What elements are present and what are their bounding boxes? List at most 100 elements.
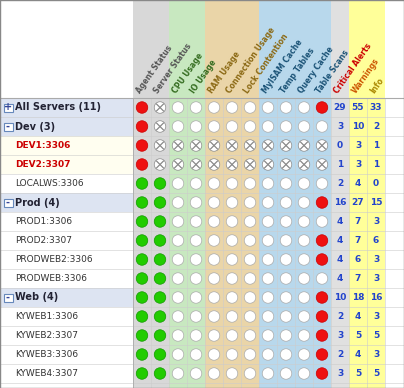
Bar bbox=[4, 293, 13, 301]
Circle shape bbox=[244, 349, 256, 360]
Text: 2: 2 bbox=[337, 179, 343, 188]
Text: 2: 2 bbox=[337, 312, 343, 321]
Circle shape bbox=[226, 216, 238, 227]
Circle shape bbox=[154, 330, 166, 341]
Circle shape bbox=[226, 330, 238, 341]
Text: 55: 55 bbox=[352, 103, 364, 112]
Circle shape bbox=[298, 292, 310, 303]
Text: 3: 3 bbox=[355, 160, 361, 169]
Circle shape bbox=[190, 216, 202, 227]
Text: 33: 33 bbox=[370, 103, 382, 112]
Bar bbox=[0, 155, 133, 174]
Circle shape bbox=[316, 254, 328, 265]
Text: 16: 16 bbox=[334, 198, 346, 207]
Circle shape bbox=[136, 140, 148, 151]
Bar bbox=[0, 136, 133, 155]
Circle shape bbox=[262, 349, 274, 360]
Text: PRODWEB2:3306: PRODWEB2:3306 bbox=[15, 255, 93, 264]
Circle shape bbox=[316, 102, 328, 113]
Circle shape bbox=[298, 140, 310, 151]
Bar bbox=[0, 174, 133, 193]
Text: 2: 2 bbox=[337, 350, 343, 359]
Circle shape bbox=[154, 102, 166, 113]
Text: DEV2:3307: DEV2:3307 bbox=[15, 160, 71, 169]
Bar bbox=[0, 269, 133, 288]
Text: 4: 4 bbox=[337, 255, 343, 264]
Circle shape bbox=[226, 311, 238, 322]
Circle shape bbox=[136, 292, 148, 303]
Text: Info: Info bbox=[368, 76, 386, 95]
Circle shape bbox=[316, 216, 328, 227]
Text: 7: 7 bbox=[355, 217, 361, 226]
Circle shape bbox=[262, 121, 274, 132]
Circle shape bbox=[172, 235, 184, 246]
Circle shape bbox=[136, 216, 148, 227]
Circle shape bbox=[226, 121, 238, 132]
Circle shape bbox=[172, 273, 184, 284]
Circle shape bbox=[262, 159, 274, 170]
Circle shape bbox=[280, 102, 292, 113]
Text: LOCALWS:3306: LOCALWS:3306 bbox=[15, 179, 84, 188]
Circle shape bbox=[226, 368, 238, 379]
Text: 3: 3 bbox=[373, 217, 379, 226]
Circle shape bbox=[316, 197, 328, 208]
Text: 10: 10 bbox=[334, 293, 346, 302]
Circle shape bbox=[190, 159, 202, 170]
Circle shape bbox=[136, 235, 148, 246]
Circle shape bbox=[172, 140, 184, 151]
Circle shape bbox=[298, 178, 310, 189]
Circle shape bbox=[280, 254, 292, 265]
Circle shape bbox=[280, 121, 292, 132]
Circle shape bbox=[298, 197, 310, 208]
Text: -: - bbox=[6, 121, 10, 132]
Circle shape bbox=[244, 292, 256, 303]
Text: 10: 10 bbox=[352, 122, 364, 131]
Bar bbox=[0, 98, 133, 117]
Circle shape bbox=[190, 178, 202, 189]
Circle shape bbox=[190, 311, 202, 322]
Circle shape bbox=[316, 311, 328, 322]
Circle shape bbox=[136, 178, 148, 189]
Circle shape bbox=[136, 273, 148, 284]
Bar bbox=[349, 0, 367, 388]
Circle shape bbox=[262, 197, 274, 208]
Circle shape bbox=[280, 292, 292, 303]
Text: 3: 3 bbox=[337, 122, 343, 131]
Text: 1: 1 bbox=[373, 141, 379, 150]
Circle shape bbox=[280, 368, 292, 379]
Circle shape bbox=[316, 273, 328, 284]
Bar bbox=[241, 0, 259, 388]
Text: PROD2:3307: PROD2:3307 bbox=[15, 236, 72, 245]
Circle shape bbox=[226, 273, 238, 284]
Circle shape bbox=[154, 368, 166, 379]
Circle shape bbox=[244, 330, 256, 341]
Text: KYWEB2:3307: KYWEB2:3307 bbox=[15, 331, 78, 340]
Circle shape bbox=[190, 102, 202, 113]
Text: 3: 3 bbox=[373, 350, 379, 359]
Circle shape bbox=[244, 216, 256, 227]
Circle shape bbox=[226, 235, 238, 246]
Text: 2: 2 bbox=[373, 122, 379, 131]
Circle shape bbox=[172, 311, 184, 322]
Text: Connection Usage: Connection Usage bbox=[225, 26, 277, 95]
Circle shape bbox=[208, 235, 220, 246]
Circle shape bbox=[244, 311, 256, 322]
Circle shape bbox=[208, 330, 220, 341]
Circle shape bbox=[262, 254, 274, 265]
Circle shape bbox=[298, 311, 310, 322]
Circle shape bbox=[262, 273, 274, 284]
Bar bbox=[4, 123, 13, 130]
Circle shape bbox=[136, 368, 148, 379]
Circle shape bbox=[316, 349, 328, 360]
Circle shape bbox=[172, 292, 184, 303]
Circle shape bbox=[190, 235, 202, 246]
Bar bbox=[0, 307, 133, 326]
Text: Query Cache: Query Cache bbox=[297, 45, 335, 95]
Circle shape bbox=[244, 159, 256, 170]
Text: 0: 0 bbox=[373, 179, 379, 188]
Circle shape bbox=[244, 235, 256, 246]
Circle shape bbox=[226, 254, 238, 265]
Circle shape bbox=[298, 121, 310, 132]
Text: IO Usage: IO Usage bbox=[189, 58, 218, 95]
Circle shape bbox=[208, 292, 220, 303]
